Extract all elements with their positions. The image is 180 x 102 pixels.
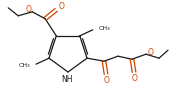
- Text: O: O: [58, 2, 64, 11]
- Text: O: O: [148, 48, 154, 57]
- Text: O: O: [104, 76, 110, 85]
- Text: CH₃: CH₃: [99, 26, 110, 31]
- Text: CH₃: CH₃: [18, 63, 30, 68]
- Text: O: O: [25, 5, 31, 14]
- Text: O: O: [132, 74, 138, 83]
- Text: NH: NH: [61, 74, 73, 84]
